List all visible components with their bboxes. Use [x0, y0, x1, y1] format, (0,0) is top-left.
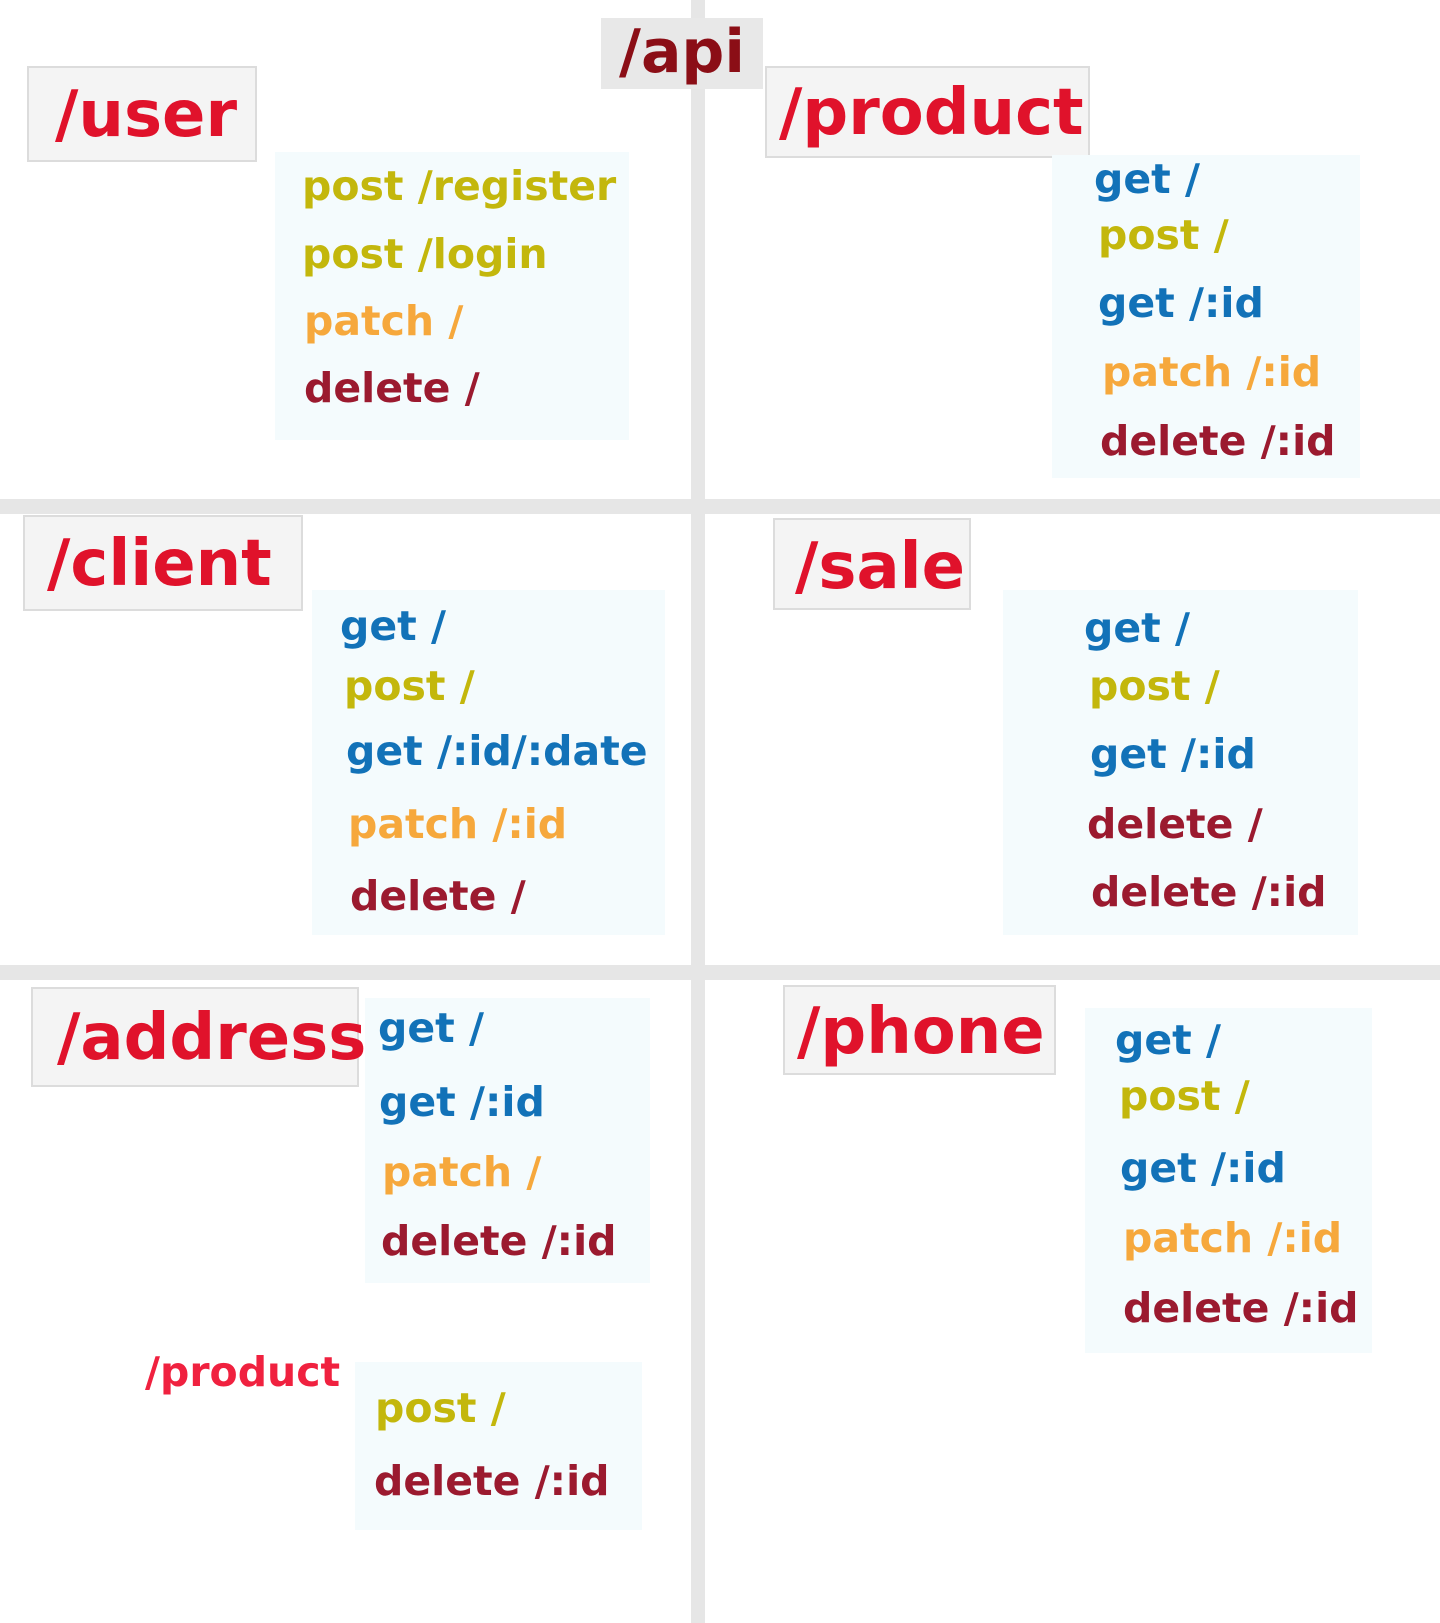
route-patch-root: patch / — [382, 1148, 542, 1196]
route-get-root: get / — [1084, 604, 1191, 652]
route-get-id-date: get /:id/:date — [346, 727, 648, 775]
section-label-product: /product — [765, 66, 1090, 158]
routes-panel-address-product: post / delete /:id — [355, 1362, 642, 1530]
routes-panel-user: post /register post /login patch / delet… — [275, 152, 629, 440]
routes-panel-product: get / post / get /:id patch /:id delete … — [1052, 155, 1360, 478]
route-delete-id: delete /:id — [1100, 417, 1336, 465]
section-label-user: /user — [27, 66, 257, 162]
route-post-root: post / — [1119, 1072, 1250, 1120]
routes-panel-phone: get / post / get /:id patch /:id delete … — [1085, 1008, 1372, 1353]
route-post-login: post /login — [302, 230, 548, 278]
route-get-id: get /:id — [379, 1078, 545, 1126]
route-get-id: get /:id — [1090, 730, 1256, 778]
route-post-root: post / — [344, 662, 475, 710]
routes-panel-sale: get / post / get /:id delete / delete /:… — [1003, 590, 1358, 935]
route-patch-id: patch /:id — [1123, 1214, 1343, 1262]
route-get-id: get /:id — [1098, 279, 1264, 327]
api-root-label: /api — [601, 18, 763, 89]
horizontal-divider-1 — [0, 499, 1440, 514]
route-patch-root: patch / — [304, 297, 464, 345]
section-label-sale: /sale — [773, 518, 971, 610]
route-post-root: post / — [375, 1384, 506, 1432]
route-post-root: post / — [1089, 662, 1220, 710]
routes-panel-address: get / get /:id patch / delete /:id — [365, 998, 650, 1283]
route-delete-root: delete / — [350, 872, 526, 920]
section-label-client: /client — [23, 515, 303, 611]
route-post-root: post / — [1098, 211, 1229, 259]
route-delete-root: delete / — [1087, 800, 1263, 848]
route-patch-id: patch /:id — [348, 800, 568, 848]
route-patch-id: patch /:id — [1102, 348, 1322, 396]
route-delete-id: delete /:id — [374, 1457, 610, 1505]
section-label-phone: /phone — [783, 985, 1056, 1075]
route-delete-root: delete / — [304, 364, 480, 412]
route-get-id: get /:id — [1120, 1144, 1286, 1192]
route-post-register: post /register — [302, 162, 617, 210]
route-delete-id: delete /:id — [1091, 868, 1327, 916]
subsection-label-address-product: /product — [145, 1348, 341, 1396]
route-delete-id: delete /:id — [381, 1217, 617, 1265]
route-get-root: get / — [1094, 155, 1201, 203]
route-get-root: get / — [1115, 1016, 1222, 1064]
route-get-root: get / — [340, 602, 447, 650]
routes-panel-client: get / post / get /:id/:date patch /:id d… — [312, 590, 665, 935]
vertical-divider — [691, 0, 705, 1623]
route-delete-id: delete /:id — [1123, 1284, 1359, 1332]
section-label-address: /address — [31, 987, 366, 1087]
horizontal-divider-2 — [0, 965, 1440, 980]
route-get-root: get / — [378, 1004, 485, 1052]
